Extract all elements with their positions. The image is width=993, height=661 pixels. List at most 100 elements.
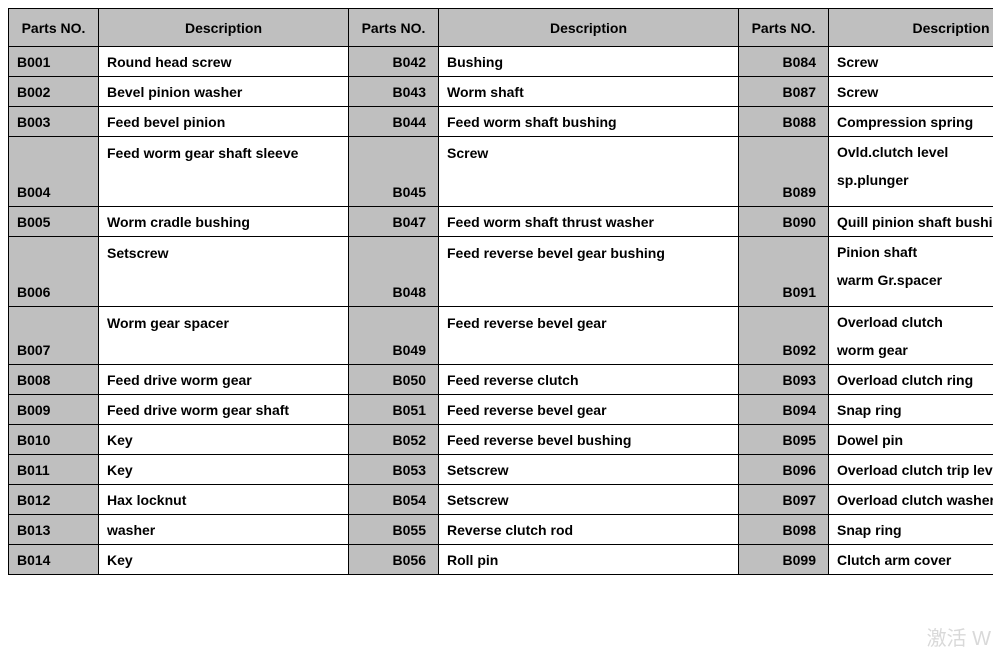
description-cell: Hax locknut: [99, 485, 349, 515]
description-cell: Worm shaft: [439, 77, 739, 107]
description-cell: Feed drive worm gear shaft: [99, 395, 349, 425]
description-cell: Feed reverse bevel gear bushing: [439, 237, 739, 307]
description-cell: Feed bevel pinion: [99, 107, 349, 137]
part-number-cell: B008: [9, 365, 99, 395]
description-cell: Screw: [439, 137, 739, 207]
part-number-cell: B014: [9, 545, 99, 575]
header-description-2: Description: [439, 9, 739, 47]
description-cell: Feed worm shaft thrust washer: [439, 207, 739, 237]
description-cell: Bevel pinion washer: [99, 77, 349, 107]
table-row: B010KeyB052Feed reverse bevel bushingB09…: [9, 425, 993, 455]
part-number-cell: B089: [739, 137, 829, 207]
table-row: B014KeyB056Roll pinB099Clutch arm cover: [9, 545, 993, 575]
description-cell: Feed worm shaft bushing: [439, 107, 739, 137]
part-number-cell: B044: [349, 107, 439, 137]
description-cell: Snap ring: [829, 395, 993, 425]
part-number-cell: B003: [9, 107, 99, 137]
part-number-cell: B088: [739, 107, 829, 137]
parts-table: Parts NO. Description Parts NO. Descript…: [8, 8, 993, 575]
part-number-cell: B056: [349, 545, 439, 575]
header-parts-no-3: Parts NO.: [739, 9, 829, 47]
description-cell: Setscrew: [99, 237, 349, 307]
part-number-cell: B047: [349, 207, 439, 237]
part-number-cell: B093: [739, 365, 829, 395]
part-number-cell: B010: [9, 425, 99, 455]
table-row: B008Feed drive worm gearB050Feed reverse…: [9, 365, 993, 395]
table-body: B001Round head screwB042BushingB084Screw…: [9, 47, 993, 575]
table-row: B009Feed drive worm gear shaftB051Feed r…: [9, 395, 993, 425]
description-cell: Setscrew: [439, 455, 739, 485]
description-cell: Feed drive worm gear: [99, 365, 349, 395]
part-number-cell: B084: [739, 47, 829, 77]
part-number-cell: B094: [739, 395, 829, 425]
description-cell: Quill pinion shaft bushing: [829, 207, 993, 237]
description-cell: Ovld.clutch levelsp.plunger: [829, 137, 993, 207]
table-row: B007Worm gear spacer B049Feed reverse be…: [9, 307, 993, 365]
part-number-cell: B092: [739, 307, 829, 365]
table-row: B012Hax locknutB054SetscrewB097Overload …: [9, 485, 993, 515]
description-cell: Reverse clutch rod: [439, 515, 739, 545]
description-cell: Worm cradle bushing: [99, 207, 349, 237]
description-cell: Feed reverse clutch: [439, 365, 739, 395]
part-number-cell: B002: [9, 77, 99, 107]
description-cell: Clutch arm cover: [829, 545, 993, 575]
description-cell: Overload clutch washer: [829, 485, 993, 515]
part-number-cell: B006: [9, 237, 99, 307]
description-cell: Dowel pin: [829, 425, 993, 455]
part-number-cell: B004: [9, 137, 99, 207]
part-number-cell: B090: [739, 207, 829, 237]
part-number-cell: B097: [739, 485, 829, 515]
description-cell: Feed reverse bevel gear: [439, 307, 739, 365]
part-number-cell: B045: [349, 137, 439, 207]
part-number-cell: B052: [349, 425, 439, 455]
part-number-cell: B091: [739, 237, 829, 307]
table-row: B006Setscrew B048Feed reverse bevel gear…: [9, 237, 993, 307]
watermark-text: 激活 W: [927, 622, 991, 651]
description-cell: Worm gear spacer: [99, 307, 349, 365]
part-number-cell: B096: [739, 455, 829, 485]
description-cell: Overload clutch trip level: [829, 455, 993, 485]
description-cell: Overload clutch ring: [829, 365, 993, 395]
table-row: B001Round head screwB042BushingB084Screw: [9, 47, 993, 77]
description-cell: Feed reverse bevel gear: [439, 395, 739, 425]
table-row: B011KeyB053SetscrewB096Overload clutch t…: [9, 455, 993, 485]
part-number-cell: B005: [9, 207, 99, 237]
description-cell: Pinion shaftwarm Gr.spacer: [829, 237, 993, 307]
description-cell: washer: [99, 515, 349, 545]
description-cell: Key: [99, 455, 349, 485]
table-row: B013washerB055Reverse clutch rodB098Snap…: [9, 515, 993, 545]
part-number-cell: B053: [349, 455, 439, 485]
description-cell: Screw: [829, 77, 993, 107]
description-cell: Snap ring: [829, 515, 993, 545]
header-parts-no-1: Parts NO.: [9, 9, 99, 47]
part-number-cell: B042: [349, 47, 439, 77]
header-description-3: Description: [829, 9, 993, 47]
part-number-cell: B099: [739, 545, 829, 575]
table-row: B003Feed bevel pinionB044Feed worm shaft…: [9, 107, 993, 137]
table-row: B005Worm cradle bushingB047Feed worm sha…: [9, 207, 993, 237]
description-cell: Key: [99, 545, 349, 575]
description-cell: Screw: [829, 47, 993, 77]
table-row: B002Bevel pinion washerB043Worm shaftB08…: [9, 77, 993, 107]
part-number-cell: B001: [9, 47, 99, 77]
description-cell: Compression spring: [829, 107, 993, 137]
part-number-cell: B051: [349, 395, 439, 425]
part-number-cell: B054: [349, 485, 439, 515]
part-number-cell: B049: [349, 307, 439, 365]
description-cell: Setscrew: [439, 485, 739, 515]
description-cell: Overload clutchworm gear: [829, 307, 993, 365]
header-description-1: Description: [99, 9, 349, 47]
description-cell: Feed reverse bevel bushing: [439, 425, 739, 455]
description-cell: Feed worm gear shaft sleeve: [99, 137, 349, 207]
part-number-cell: B048: [349, 237, 439, 307]
table-header: Parts NO. Description Parts NO. Descript…: [9, 9, 993, 47]
part-number-cell: B055: [349, 515, 439, 545]
description-cell: Round head screw: [99, 47, 349, 77]
part-number-cell: B043: [349, 77, 439, 107]
part-number-cell: B013: [9, 515, 99, 545]
description-cell: Roll pin: [439, 545, 739, 575]
header-parts-no-2: Parts NO.: [349, 9, 439, 47]
table-row: B004Feed worm gear shaft sleeve B045Scre…: [9, 137, 993, 207]
part-number-cell: B050: [349, 365, 439, 395]
description-cell: Key: [99, 425, 349, 455]
